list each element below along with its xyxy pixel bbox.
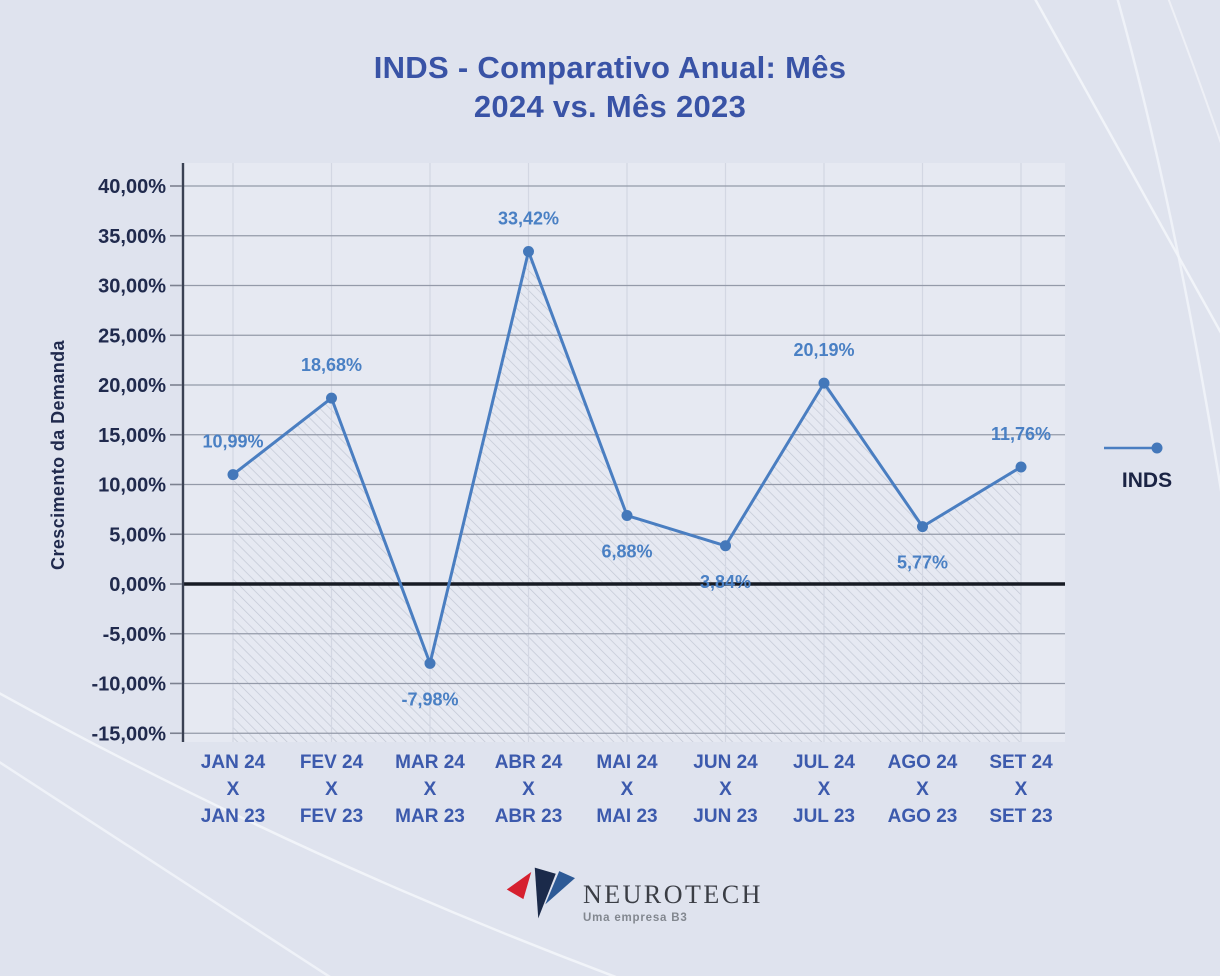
data-point-label: 6,88% xyxy=(601,542,652,562)
y-tick-label: 30,00% xyxy=(98,276,166,298)
y-tick-label: -10,00% xyxy=(92,674,167,696)
y-tick-label: 20,00% xyxy=(98,375,166,397)
x-tick-label: ABR 24 X ABR 23 xyxy=(495,752,563,827)
y-axis-title: Crescimento da Demanda xyxy=(48,339,68,569)
data-point xyxy=(326,392,337,404)
x-tick-label: AGO 24 X AGO 23 xyxy=(888,752,958,827)
x-tick-label: JUL 24 X JUL 23 xyxy=(793,752,855,827)
brand-tagline: Uma empresa B3 xyxy=(583,912,688,924)
y-tick-label: 25,00% xyxy=(98,325,166,347)
data-point-label: 5,77% xyxy=(897,553,948,573)
legend-dot-marker xyxy=(1151,442,1163,454)
data-point xyxy=(227,469,239,481)
brand-name: NEUROTECH xyxy=(583,880,763,909)
data-point xyxy=(424,657,436,669)
y-tick-label: 10,00% xyxy=(98,475,166,497)
data-point xyxy=(621,510,633,522)
x-tick-label: JAN 24 X JAN 23 xyxy=(201,752,266,827)
x-tick-label: JUN 24 X JUN 23 xyxy=(693,752,758,827)
data-point-label: 33,42% xyxy=(498,208,559,228)
data-point-label: 10,99% xyxy=(202,432,263,452)
footer-brand: NEUROTECH Uma empresa B3 xyxy=(505,864,763,924)
y-tick-label: 35,00% xyxy=(98,226,166,248)
data-point-label: 11,76% xyxy=(991,424,1051,444)
y-tick-label: -5,00% xyxy=(103,624,167,646)
data-point-label: 3,84% xyxy=(700,572,751,592)
y-tick-label: 40,00% xyxy=(98,176,166,198)
chart-title: INDS - Comparativo Anual: Mês 2024 vs. M… xyxy=(0,48,1220,126)
chart-title-line1: INDS - Comparativo Anual: Mês xyxy=(373,50,847,85)
neurotech-logo-icon xyxy=(506,867,575,919)
y-tick-label: -15,00% xyxy=(92,723,167,745)
data-point-label: 18,68% xyxy=(301,355,362,375)
data-point xyxy=(917,521,928,533)
chart-title-line2: 2024 vs. Mês 2023 xyxy=(473,89,747,124)
data-point xyxy=(1015,461,1027,473)
data-point xyxy=(818,377,830,389)
y-tick-label: 0,00% xyxy=(109,574,166,596)
legend-label: INDS xyxy=(1122,469,1172,492)
y-tick-label: 5,00% xyxy=(109,524,166,546)
x-tick-label: SET 24 X SET 23 xyxy=(989,752,1053,827)
x-tick-label: MAI 24 X MAI 23 xyxy=(596,752,658,827)
y-tick-label: 15,00% xyxy=(98,425,166,447)
data-point xyxy=(523,245,534,257)
data-point-label: -7,98% xyxy=(401,689,458,709)
x-tick-label: MAR 24 X MAR 23 xyxy=(395,752,465,827)
data-point-label: 20,19% xyxy=(793,340,854,360)
data-point xyxy=(720,540,731,552)
x-tick-label: FEV 24 X FEV 23 xyxy=(300,752,364,827)
